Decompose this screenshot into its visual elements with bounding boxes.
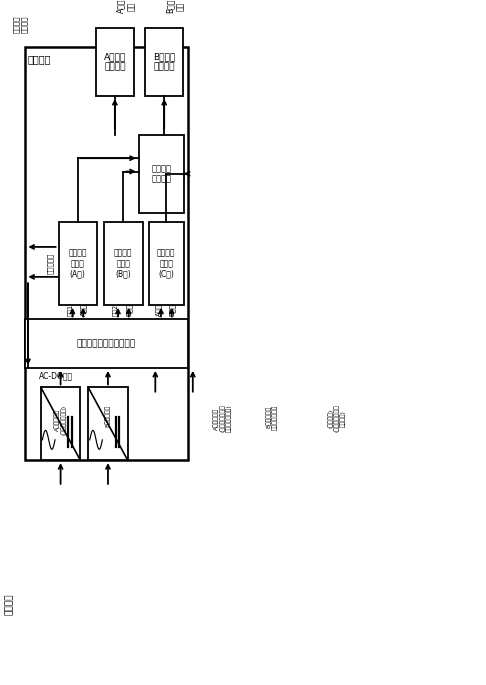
Text: A反馈: A反馈 [156, 303, 162, 316]
Text: 差发1: 差发1 [67, 304, 73, 316]
Text: B交流互感器: B交流互感器 [105, 405, 111, 427]
FancyBboxPatch shape [145, 28, 183, 96]
FancyBboxPatch shape [149, 223, 184, 305]
FancyBboxPatch shape [96, 28, 134, 96]
FancyBboxPatch shape [25, 319, 188, 368]
Text: A路整流
触发电路: A路整流 触发电路 [104, 52, 126, 72]
Text: 触发脉冲
选择输出: 触发脉冲 选择输出 [151, 164, 171, 184]
Text: A整流
触发: A整流 触发 [116, 0, 136, 13]
FancyBboxPatch shape [41, 388, 80, 460]
Text: 触发脉冲
生成器
(C路): 触发脉冲 生成器 (C路) [157, 249, 175, 279]
Text: A反馈: A反馈 [80, 303, 87, 316]
Text: B直流传感器
直流磁通传感器: B直流传感器 直流磁通传感器 [266, 405, 278, 430]
Text: 触发脉冲
生成器
(B路): 触发脉冲 生成器 (B路) [114, 249, 133, 279]
FancyBboxPatch shape [104, 223, 143, 305]
Text: AC-DO变换: AC-DO变换 [39, 372, 73, 381]
FancyBboxPatch shape [59, 223, 97, 305]
Text: B整流
触发: B整流 触发 [166, 0, 185, 13]
Text: (机组电压)
(使用前置互感器
转换电平): (机组电压) (使用前置互感器 转换电平) [328, 405, 346, 432]
Text: 控制软件: 控制软件 [28, 54, 52, 64]
Text: 触发脉冲
生成器
(A路): 触发脉冲 生成器 (A路) [69, 249, 87, 279]
Text: 失效检测器: 失效检测器 [47, 253, 53, 274]
FancyBboxPatch shape [88, 388, 128, 460]
Text: B反馈: B反馈 [126, 303, 132, 316]
Text: 差发2: 差发2 [112, 304, 119, 316]
Text: B反馈: B反馈 [169, 303, 175, 316]
Text: 机柜数量: 机柜数量 [5, 593, 14, 614]
FancyBboxPatch shape [139, 135, 184, 212]
Text: 输出触发
脉冲信号: 输出触发 脉冲信号 [13, 16, 28, 33]
Text: A交流互感器
(同相交流互感器): A交流互感器 (同相交流互感器) [54, 405, 67, 435]
Text: 多路复用器（数据总线）: 多路复用器（数据总线） [77, 339, 136, 348]
Text: B路整流
触发电路: B路整流 触发电路 [153, 52, 175, 72]
Text: A直流传感器
(精密直流互感器
直流磁通传感器): A直流传感器 (精密直流互感器 直流磁通传感器) [213, 405, 232, 432]
